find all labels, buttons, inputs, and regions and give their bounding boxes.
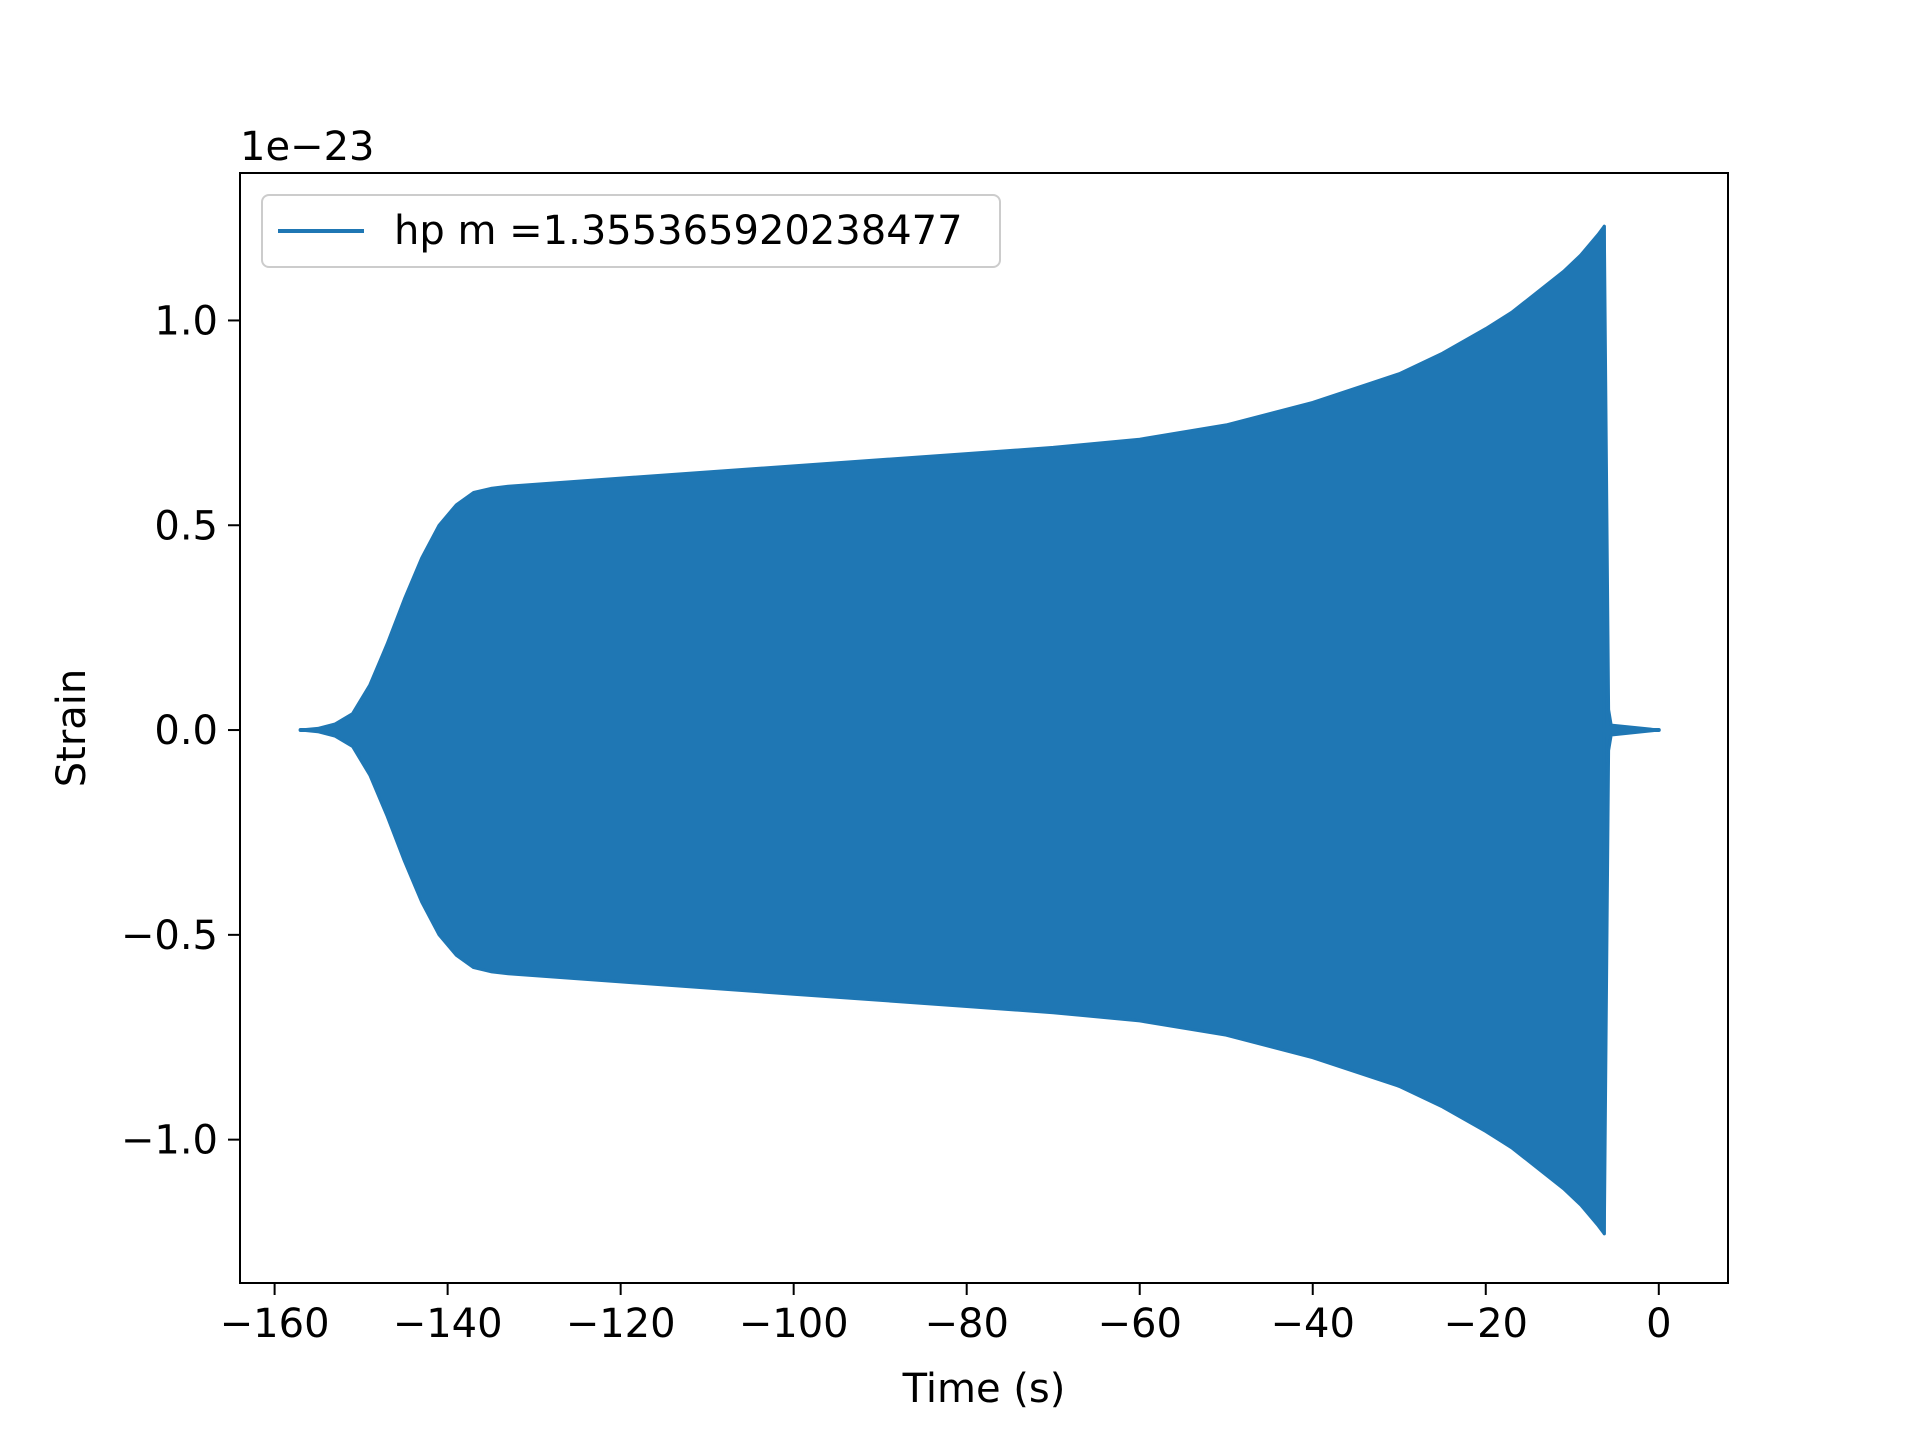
x-tick-label: 0 <box>1646 1301 1671 1347</box>
y-tick-label: 1.0 <box>154 298 218 344</box>
x-axis: −160 −140 −120 −100 −80 −60 −40 −20 0 <box>220 1283 1672 1347</box>
x-tick-label: −100 <box>739 1301 849 1347</box>
legend-box <box>261 194 1001 268</box>
y-tick-label: 0.0 <box>154 708 218 754</box>
y-tick-label: −0.5 <box>121 913 218 959</box>
x-tick-label: −160 <box>220 1301 330 1347</box>
axes-frame <box>239 172 1729 1284</box>
x-axis-label: Time (s) <box>902 1366 1066 1412</box>
x-tick-label: −40 <box>1271 1301 1355 1347</box>
y-axis: −1.0 −0.5 0.0 0.5 1.0 <box>121 298 240 1164</box>
x-tick-label: −60 <box>1098 1301 1182 1347</box>
x-tick-label: −80 <box>924 1301 1008 1347</box>
x-tick-label: −20 <box>1444 1301 1528 1347</box>
x-tick-label: −120 <box>566 1301 676 1347</box>
y-tick-label: −1.0 <box>121 1118 218 1164</box>
x-tick-label: −140 <box>393 1301 503 1347</box>
legend-label: hp m =1.355365920238477 <box>394 208 963 254</box>
y-offset-label: 1e−23 <box>240 124 374 170</box>
y-axis-label: Strain <box>49 669 95 788</box>
plot-area <box>298 224 1661 1236</box>
y-tick-label: 0.5 <box>154 503 218 549</box>
legend: hp m =1.355365920238477 <box>261 194 1001 268</box>
